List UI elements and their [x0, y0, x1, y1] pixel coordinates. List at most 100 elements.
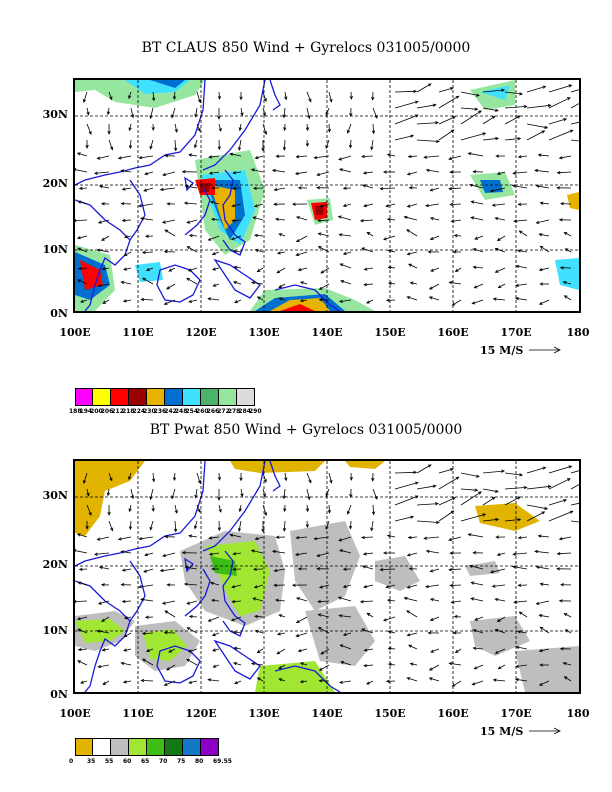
wind-vector: [438, 476, 459, 490]
wind-vector-head: [474, 107, 479, 111]
wind-vector-head: [413, 89, 418, 94]
wind-vector: [160, 187, 176, 191]
wind-vector-head: [542, 85, 547, 89]
top-map: [73, 78, 581, 313]
wind-vector-head: [564, 248, 569, 252]
wind-vector-head: [307, 115, 311, 120]
wind-vector: [251, 169, 264, 173]
wind-vector: [209, 552, 220, 555]
wind-vector: [306, 488, 310, 500]
wind-vector-head: [75, 549, 77, 553]
bottom-ref-speed: 15 M/S: [480, 725, 524, 738]
wind-vector: [255, 630, 264, 634]
wind-vector: [152, 472, 155, 482]
wind-vector-head: [297, 567, 302, 571]
wind-vector: [364, 283, 374, 286]
wind-vector: [438, 95, 459, 109]
colorbar-label: 248: [174, 408, 188, 415]
wind-vector-head: [239, 477, 243, 482]
wind-vector-head: [374, 114, 378, 119]
colorbar-swatch: [237, 388, 255, 406]
wind-vector: [121, 281, 132, 285]
wind-vector-head: [342, 251, 347, 255]
wind-vector: [426, 169, 440, 173]
wind-vector: [371, 520, 374, 531]
wind-vector: [123, 299, 132, 302]
wind-vector-head: [556, 567, 560, 571]
wind-vector: [338, 216, 352, 221]
colorbar-label: 35: [87, 758, 96, 765]
wind-vector-head: [100, 202, 105, 206]
wind-vector: [548, 478, 571, 490]
wind-vector: [212, 632, 220, 636]
wind-vector: [102, 648, 110, 651]
wind-vector: [317, 600, 330, 603]
wind-vector: [430, 187, 440, 191]
wind-vector-head: [361, 154, 365, 159]
wind-vector-head: [496, 171, 501, 175]
wind-vector-head: [535, 565, 540, 569]
wind-vector: [78, 648, 88, 651]
wind-vector-head: [238, 127, 242, 132]
wind-vector: [408, 155, 418, 158]
wind-vector-head: [237, 147, 242, 152]
wind-vector: [387, 154, 396, 157]
wind-vector-head: [413, 470, 418, 475]
wind-vector-head: [547, 484, 552, 489]
wind-vector-head: [77, 266, 82, 271]
wind-vector-head: [563, 118, 568, 122]
wind-vector-head: [408, 186, 413, 190]
wind-vector-head: [217, 116, 221, 120]
colorbar-swatch: [75, 388, 93, 406]
wind-vector-head: [263, 479, 267, 483]
wind-vector-head: [470, 581, 475, 585]
wind-vector-head: [107, 131, 111, 135]
wind-vector-head: [327, 128, 331, 133]
wind-vector-head: [515, 664, 520, 668]
wind-vector: [460, 491, 482, 506]
wind-vector-head: [96, 629, 101, 633]
wind-vector: [438, 116, 456, 125]
wind-vector-head: [513, 600, 518, 604]
wind-vector-head: [141, 631, 146, 636]
wind-vector: [516, 646, 528, 650]
wind-vector-head: [406, 610, 410, 614]
wind-vector: [570, 139, 579, 142]
wind-vector-head: [168, 268, 173, 272]
colorbar-swatch: [183, 738, 201, 756]
wind-vector: [152, 91, 155, 101]
wind-vector-head: [207, 237, 212, 241]
wind-vector-head: [436, 520, 440, 524]
wind-vector: [189, 299, 198, 303]
wind-vector-head: [329, 98, 333, 103]
wind-vector-head: [559, 647, 564, 651]
wind-vector: [497, 171, 506, 175]
wind-vector-head: [256, 268, 261, 273]
wind-vector: [460, 488, 478, 491]
wind-vector: [515, 664, 528, 667]
wind-vector-head: [162, 553, 166, 558]
wind-vector: [536, 566, 550, 570]
wind-vector: [78, 582, 88, 586]
wind-vector-head: [386, 217, 391, 222]
wind-vector: [426, 550, 440, 554]
wind-vector: [283, 107, 286, 118]
colorbar-label: 60: [123, 758, 132, 765]
wind-vector: [536, 219, 550, 224]
wind-vector: [460, 132, 486, 141]
wind-vector: [430, 598, 440, 602]
wind-vector: [99, 185, 110, 189]
wind-vector-head: [383, 618, 387, 622]
wind-vector: [118, 155, 132, 159]
wind-vector: [129, 123, 132, 131]
wind-vector-head: [142, 658, 146, 662]
wind-vector: [184, 583, 198, 586]
wind-vector: [472, 299, 484, 304]
wind-vector-head: [229, 533, 234, 537]
wind-vector: [538, 154, 550, 157]
wind-vector: [539, 614, 550, 618]
wind-vector: [366, 299, 374, 304]
wind-vector-head: [162, 172, 166, 177]
wind-vector: [78, 201, 88, 205]
wind-vector-head: [406, 553, 411, 557]
